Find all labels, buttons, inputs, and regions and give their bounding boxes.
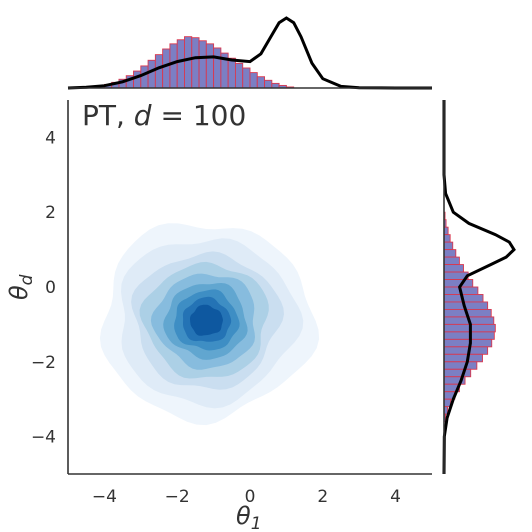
y-tick-label: 4 — [45, 128, 56, 148]
y-tick-label: 0 — [45, 278, 56, 298]
top-histogram-bar — [133, 70, 142, 89]
top-histogram-bar — [264, 79, 273, 89]
right-histogram-bar — [443, 346, 489, 355]
x-tick-label: 4 — [390, 487, 401, 507]
x-tick-label: 0 — [245, 487, 256, 507]
top-histogram-bar — [176, 39, 185, 89]
right-histogram-bar — [443, 353, 483, 363]
right-histogram-bar — [443, 256, 460, 266]
top-histogram-bar — [184, 36, 193, 89]
top-histogram-bar — [169, 43, 178, 89]
top-histogram-bar — [162, 48, 171, 89]
top-histogram-bar — [198, 40, 207, 89]
top-histogram-bar — [249, 72, 258, 89]
x-tick-label: −4 — [92, 487, 117, 507]
top-histogram-bar — [154, 54, 164, 89]
top-histogram-bar — [147, 59, 156, 89]
top-histogram-bar — [256, 76, 266, 89]
right-histogram-bar — [443, 361, 478, 370]
right-histogram-bar — [443, 241, 454, 251]
right-histogram-bar — [443, 234, 451, 243]
top-histogram-bar — [234, 62, 244, 89]
right-histogram-bar — [443, 368, 472, 378]
top-density-curve — [67, 16, 432, 90]
y-tick-label: 2 — [45, 203, 56, 223]
y-tick-label: −4 — [31, 428, 56, 448]
panel-title-var: d — [134, 99, 152, 132]
y-axis-label: θd — [5, 274, 37, 300]
x-axis-label-subscript: 1 — [251, 514, 262, 532]
panel-title-prefix: PT, — [82, 99, 134, 132]
top-histogram-bar — [140, 65, 149, 89]
x-axis-label: θ1 — [236, 502, 262, 532]
top-histogram-bar — [227, 57, 236, 89]
right-histogram-bar — [443, 279, 474, 288]
top-histogram-bar — [213, 47, 222, 89]
y-axis-label-subscript: d — [17, 274, 37, 285]
axis-ticks: −4 −2 0 2 4 −4 −2 0 2 4 — [31, 128, 401, 507]
top-histogram-bar — [191, 37, 200, 89]
y-tick-label: −2 — [31, 353, 56, 373]
top-histogram-bar — [242, 67, 251, 89]
density-contour-level — [190, 304, 223, 336]
x-tick-label: −2 — [165, 487, 190, 507]
right-histogram-bar — [443, 338, 493, 348]
panel-title-eq: = 100 — [152, 99, 247, 132]
right-marginal-plot — [442, 100, 516, 475]
x-tick-label: 2 — [317, 487, 328, 507]
right-histogram-bar — [443, 264, 464, 273]
main-panel — [67, 100, 432, 475]
top-histogram-bar — [205, 43, 215, 89]
right-histogram-bar — [443, 249, 457, 258]
top-marginal-plot — [67, 16, 432, 90]
panel-title: PT, d = 100 — [82, 99, 246, 132]
right-density-curve — [442, 100, 516, 475]
